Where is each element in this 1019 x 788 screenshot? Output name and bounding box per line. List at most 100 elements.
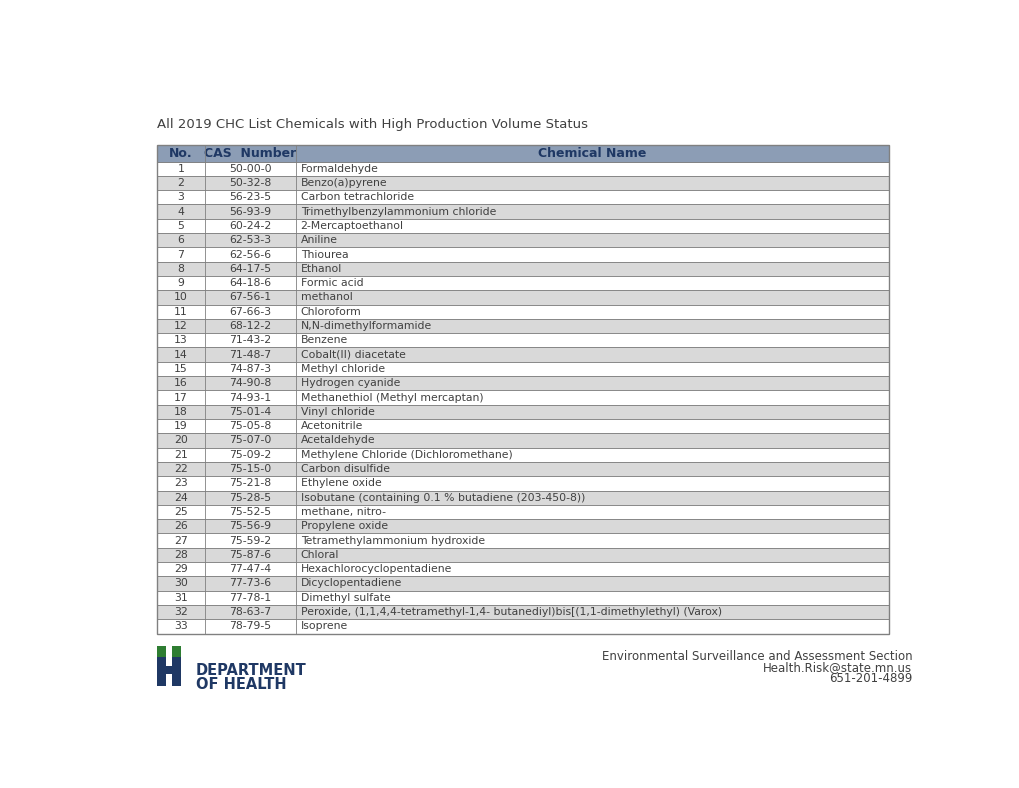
- Bar: [157, 319, 888, 333]
- Bar: [157, 519, 888, 533]
- Text: Ethylene oxide: Ethylene oxide: [301, 478, 381, 489]
- Text: Chloral: Chloral: [301, 550, 338, 560]
- Text: Aniline: Aniline: [301, 236, 337, 245]
- Text: 33: 33: [173, 622, 187, 631]
- Text: 30: 30: [173, 578, 187, 589]
- Text: 56-93-9: 56-93-9: [229, 206, 271, 217]
- Text: 15: 15: [173, 364, 187, 374]
- Bar: [157, 476, 888, 490]
- Bar: [157, 605, 888, 619]
- Text: 56-23-5: 56-23-5: [229, 192, 271, 203]
- Text: 75-28-5: 75-28-5: [229, 492, 271, 503]
- Bar: [157, 290, 888, 305]
- Text: 14: 14: [173, 350, 187, 359]
- Bar: [157, 176, 888, 190]
- Text: Carbon tetrachloride: Carbon tetrachloride: [301, 192, 414, 203]
- Text: 9: 9: [177, 278, 184, 288]
- Text: 25: 25: [173, 507, 187, 517]
- Bar: [157, 646, 165, 657]
- Text: Isobutane (containing 0.1 % butadiene (203-450-8)): Isobutane (containing 0.1 % butadiene (2…: [301, 492, 585, 503]
- Text: 75-01-4: 75-01-4: [229, 407, 271, 417]
- Text: Propylene oxide: Propylene oxide: [301, 522, 387, 531]
- Text: Chloroform: Chloroform: [301, 307, 361, 317]
- Bar: [157, 505, 888, 519]
- Text: 17: 17: [173, 392, 187, 403]
- Text: 77-78-1: 77-78-1: [229, 593, 271, 603]
- Text: Hexachlorocyclopentadiene: Hexachlorocyclopentadiene: [301, 564, 451, 574]
- Text: 68-12-2: 68-12-2: [229, 321, 271, 331]
- Text: Methanethiol (Methyl mercaptan): Methanethiol (Methyl mercaptan): [301, 392, 483, 403]
- Bar: [157, 576, 888, 591]
- Text: 64-18-6: 64-18-6: [229, 278, 271, 288]
- Text: 67-56-1: 67-56-1: [229, 292, 271, 303]
- Text: Thiourea: Thiourea: [301, 250, 347, 259]
- Text: 71-43-2: 71-43-2: [229, 336, 271, 345]
- Text: 5: 5: [177, 221, 184, 231]
- Text: 6: 6: [177, 236, 184, 245]
- Text: 75-52-5: 75-52-5: [229, 507, 271, 517]
- Bar: [157, 247, 888, 262]
- Text: 11: 11: [173, 307, 187, 317]
- Text: OF HEALTH: OF HEALTH: [196, 677, 286, 692]
- Text: 77-73-6: 77-73-6: [229, 578, 271, 589]
- Text: 4: 4: [177, 206, 184, 217]
- Bar: [157, 591, 888, 605]
- Text: 1: 1: [177, 164, 184, 173]
- Bar: [157, 348, 888, 362]
- Text: 2: 2: [177, 178, 184, 188]
- Text: 78-79-5: 78-79-5: [229, 622, 271, 631]
- Bar: [157, 145, 888, 162]
- Text: Health.Risk@state.mn.us: Health.Risk@state.mn.us: [762, 661, 912, 675]
- Text: 62-56-6: 62-56-6: [229, 250, 271, 259]
- Bar: [157, 276, 888, 290]
- Bar: [157, 162, 888, 176]
- Bar: [157, 262, 888, 276]
- Bar: [157, 657, 165, 686]
- Bar: [157, 533, 888, 548]
- Text: 50-00-0: 50-00-0: [228, 164, 271, 173]
- Bar: [157, 333, 888, 348]
- Text: 23: 23: [173, 478, 187, 489]
- Text: 74-87-3: 74-87-3: [229, 364, 271, 374]
- Bar: [157, 305, 888, 319]
- Bar: [157, 219, 888, 233]
- Text: 75-09-2: 75-09-2: [229, 450, 271, 459]
- Text: 22: 22: [173, 464, 187, 474]
- Text: N,N-dimethylformamide: N,N-dimethylformamide: [301, 321, 431, 331]
- Text: 2-Mercaptoethanol: 2-Mercaptoethanol: [301, 221, 404, 231]
- Bar: [157, 562, 888, 576]
- Text: CAS  Number: CAS Number: [204, 147, 297, 160]
- Text: 75-07-0: 75-07-0: [229, 436, 271, 445]
- Text: Formic acid: Formic acid: [301, 278, 363, 288]
- Bar: [172, 646, 181, 657]
- Text: 32: 32: [173, 607, 187, 617]
- Text: All 2019 CHC List Chemicals with High Production Volume Status: All 2019 CHC List Chemicals with High Pr…: [157, 117, 587, 131]
- Text: 62-53-3: 62-53-3: [229, 236, 271, 245]
- Text: 24: 24: [173, 492, 187, 503]
- Text: 50-32-8: 50-32-8: [229, 178, 271, 188]
- Text: 26: 26: [173, 522, 187, 531]
- Text: 31: 31: [173, 593, 187, 603]
- Bar: [157, 490, 888, 505]
- Text: 71-48-7: 71-48-7: [229, 350, 271, 359]
- Text: Methylene Chloride (Dichloromethane): Methylene Chloride (Dichloromethane): [301, 450, 512, 459]
- Bar: [157, 433, 888, 448]
- Bar: [157, 390, 888, 405]
- Text: Acetaldehyde: Acetaldehyde: [301, 436, 375, 445]
- Text: 75-56-9: 75-56-9: [229, 522, 271, 531]
- Text: 75-05-8: 75-05-8: [229, 421, 271, 431]
- Text: Tetramethylammonium hydroxide: Tetramethylammonium hydroxide: [301, 536, 484, 545]
- Text: 74-90-8: 74-90-8: [229, 378, 271, 388]
- Text: 75-87-6: 75-87-6: [229, 550, 271, 560]
- Text: Dimethyl sulfate: Dimethyl sulfate: [301, 593, 390, 603]
- Text: 8: 8: [177, 264, 184, 273]
- Text: 28: 28: [173, 550, 187, 560]
- Text: 3: 3: [177, 192, 184, 203]
- Text: DEPARTMENT: DEPARTMENT: [196, 663, 306, 678]
- Text: methanol: methanol: [301, 292, 352, 303]
- Text: Trimethylbenzylammonium chloride: Trimethylbenzylammonium chloride: [301, 206, 495, 217]
- Text: Methyl chloride: Methyl chloride: [301, 364, 384, 374]
- Text: Benzo(a)pyrene: Benzo(a)pyrene: [301, 178, 387, 188]
- Text: 19: 19: [173, 421, 187, 431]
- Text: Cobalt(II) diacetate: Cobalt(II) diacetate: [301, 350, 406, 359]
